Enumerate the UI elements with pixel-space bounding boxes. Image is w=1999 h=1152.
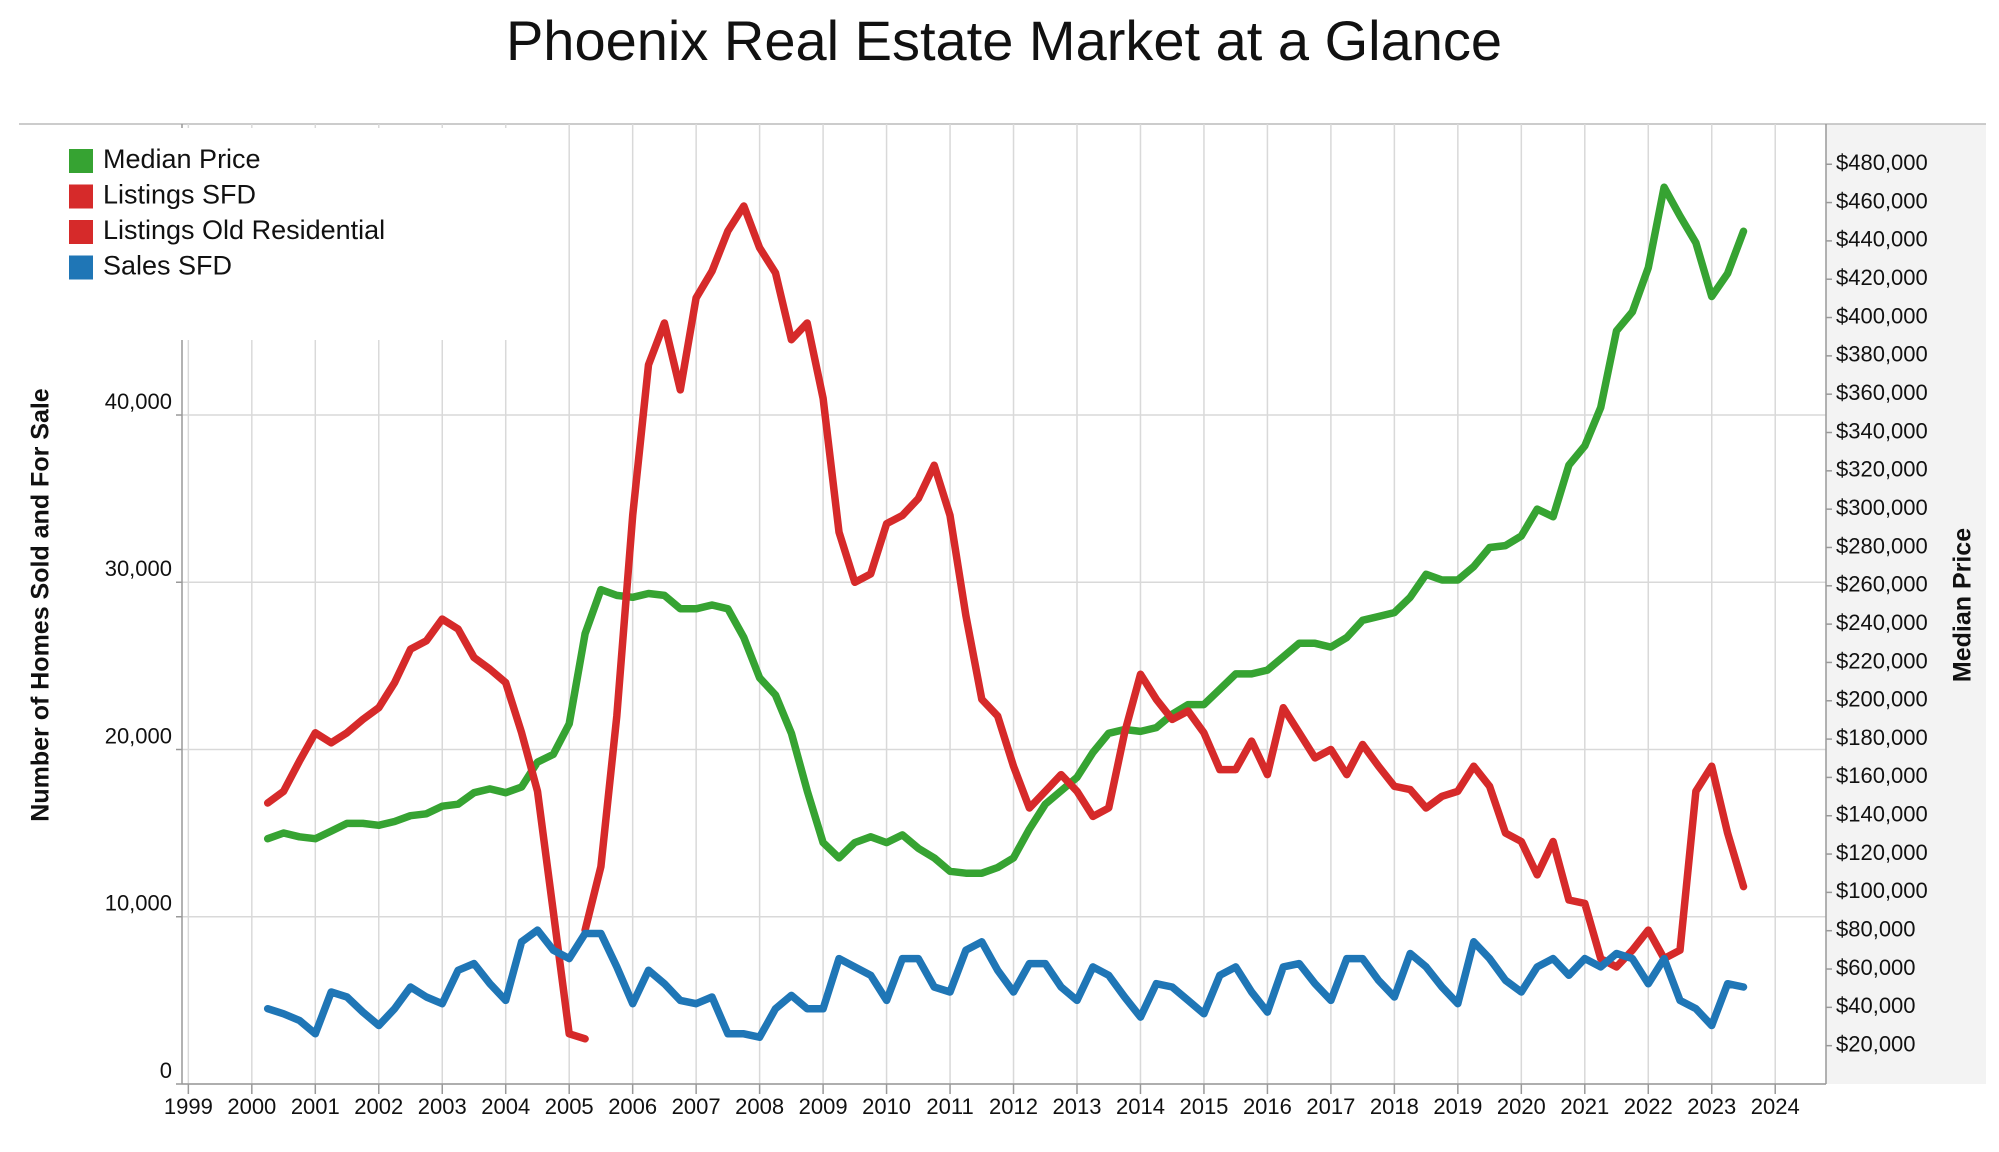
right-axis-panel (1826, 124, 1986, 1084)
y2-tick-label: $480,000 (1836, 150, 1928, 175)
y2-tick-label: $320,000 (1836, 457, 1928, 482)
y2-tick-label: $260,000 (1836, 572, 1928, 597)
series-line (263, 615, 589, 1043)
x-tick-label: 2015 (1179, 1094, 1228, 1119)
x-tick-label: 2010 (862, 1094, 911, 1119)
x-tick-label: 2004 (481, 1094, 530, 1119)
legend-swatch (69, 255, 93, 280)
y2-tick-label: $200,000 (1836, 687, 1928, 712)
axes: 1999 2000 2001 2002 2003 2004 2005 2006 2007 2008… (105, 124, 1928, 1119)
x-tick-label: 2012 (989, 1094, 1038, 1119)
y2-tick-label: $380,000 (1836, 342, 1928, 367)
y2-tick-label: $120,000 (1836, 840, 1928, 865)
x-tick-label: 2014 (1116, 1094, 1165, 1119)
y2-tick-label: $460,000 (1836, 188, 1928, 213)
x-tick-label: 2007 (672, 1094, 721, 1119)
y2-tick-label: $140,000 (1836, 802, 1928, 827)
y-tick-label: 20,000 (105, 723, 172, 748)
x-tick-label: 2017 (1306, 1094, 1355, 1119)
y2-tick-label: $100,000 (1836, 878, 1928, 903)
series-line (263, 183, 1748, 877)
x-tick-label: 2005 (545, 1094, 594, 1119)
y2-tick-label: $160,000 (1836, 763, 1928, 788)
x-tick-label: 2001 (291, 1094, 340, 1119)
y2-tick-label: $440,000 (1836, 227, 1928, 252)
x-tick-label: 2008 (735, 1094, 784, 1119)
legend-label: Median Price (103, 144, 261, 174)
x-tick-label: 2022 (1624, 1094, 1673, 1119)
y2-tick-label: $340,000 (1836, 418, 1928, 443)
x-tick-label: 1999 (164, 1094, 213, 1119)
x-tick-label: 2021 (1560, 1094, 1609, 1119)
x-tick-label: 2020 (1497, 1094, 1546, 1119)
y-tick-label: 10,000 (105, 891, 172, 916)
x-tick-label: 2002 (354, 1094, 403, 1119)
series-line (263, 926, 1748, 1041)
y2-tick-label: $20,000 (1836, 1031, 1916, 1056)
chart-title: Phoenix Real Estate Market at a Glance (506, 9, 1502, 72)
y2-axis-label: Median Price (1949, 528, 1977, 682)
y-tick-label: 0 (160, 1058, 172, 1083)
x-tick-label: 2016 (1243, 1094, 1292, 1119)
x-tick-label: 2003 (418, 1094, 467, 1119)
y-axis-label: Number of Homes Sold and For Sale (27, 388, 55, 821)
x-tick-label: 2009 (799, 1094, 848, 1119)
lines (263, 183, 1748, 1043)
legend-label: Sales SFD (103, 251, 232, 281)
y2-tick-label: $280,000 (1836, 533, 1928, 558)
legend-box (57, 128, 547, 340)
x-tick-label: 2018 (1370, 1094, 1419, 1119)
y2-tick-label: $80,000 (1836, 917, 1916, 942)
x-tick-label: 2024 (1751, 1094, 1800, 1119)
x-tick-label: 2000 (227, 1094, 276, 1119)
y2-tick-label: $220,000 (1836, 648, 1928, 673)
y2-tick-label: $40,000 (1836, 993, 1916, 1018)
x-tick-label: 2023 (1687, 1094, 1736, 1119)
legend-label: Listings Old Residential (103, 215, 385, 245)
legend-swatch (69, 220, 93, 244)
y2-tick-label: $300,000 (1836, 495, 1928, 520)
y2-tick-label: $180,000 (1836, 725, 1928, 750)
x-tick-label: 2006 (608, 1094, 657, 1119)
x-tick-label: 2013 (1053, 1094, 1102, 1119)
y2-tick-label: $240,000 (1836, 610, 1928, 635)
y2-tick-label: $420,000 (1836, 265, 1928, 290)
legend-swatch (69, 149, 93, 173)
legend-label: Listings SFD (103, 180, 256, 210)
legend-swatch (69, 184, 93, 209)
y2-tick-label: $60,000 (1836, 955, 1916, 980)
y2-tick-label: $360,000 (1836, 380, 1928, 405)
legend: Median Price Listings SFD Listings Old Res… (57, 128, 547, 340)
x-tick-label: 2011 (926, 1094, 973, 1119)
y-tick-label: 30,000 (105, 556, 172, 581)
x-tick-label: 2019 (1433, 1094, 1482, 1119)
y2-tick-label: $400,000 (1836, 303, 1928, 328)
y-tick-label: 40,000 (105, 389, 172, 414)
series-line (581, 202, 1748, 971)
